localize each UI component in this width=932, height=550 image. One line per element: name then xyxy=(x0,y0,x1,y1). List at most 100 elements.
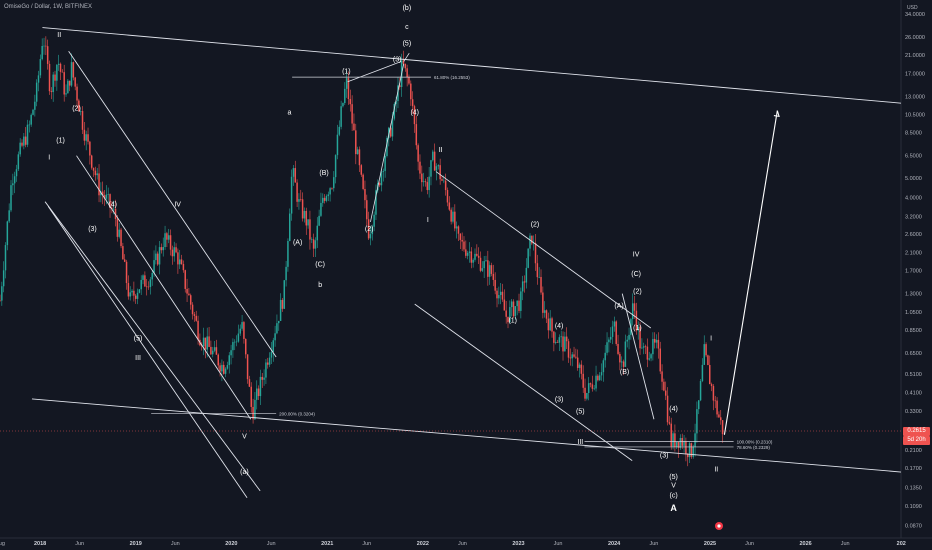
candle-body xyxy=(263,377,265,380)
candle-body xyxy=(441,179,443,181)
candle-body xyxy=(50,91,53,93)
candle-body xyxy=(538,276,540,278)
y-tick-label: 1.0500 xyxy=(905,310,922,316)
x-tick-label: Jun xyxy=(745,541,754,547)
candle-body xyxy=(707,355,709,365)
candle-body xyxy=(278,320,280,324)
candle-body xyxy=(639,326,641,349)
candle-body xyxy=(505,310,507,317)
candle-body xyxy=(287,240,289,267)
wave-label: V xyxy=(242,433,247,440)
candle-body xyxy=(536,263,539,278)
wave-label: (4) xyxy=(669,406,678,413)
candle-body xyxy=(307,219,309,226)
candle-body xyxy=(690,443,693,457)
candle-body xyxy=(586,393,588,399)
candle-body xyxy=(587,383,590,394)
candle-body xyxy=(663,381,665,391)
wave-connector xyxy=(370,63,405,223)
candle-body xyxy=(235,341,238,343)
candle-body xyxy=(15,169,18,177)
candle-body xyxy=(468,251,471,253)
candle-body xyxy=(138,289,141,293)
candle-body xyxy=(342,103,344,107)
y-tick-label: 5.0000 xyxy=(905,176,922,182)
candle-body xyxy=(542,292,544,313)
candle-body xyxy=(149,279,152,287)
candle-body xyxy=(312,239,315,249)
wave-label: IV xyxy=(174,201,181,208)
candle-body xyxy=(122,246,124,260)
wave-label: (3) xyxy=(88,226,97,233)
candle-body xyxy=(380,171,383,186)
candle-body xyxy=(404,63,407,69)
candle-body xyxy=(648,358,650,360)
candle-body xyxy=(652,338,654,355)
candle-body xyxy=(421,173,423,183)
candle-body xyxy=(290,176,293,214)
y-tick-label: 26.0000 xyxy=(905,35,925,41)
candle-body xyxy=(116,218,119,237)
candle-body xyxy=(133,290,135,296)
candle-body xyxy=(494,279,496,291)
candle-body xyxy=(309,219,311,240)
channel-line xyxy=(414,303,633,462)
candle-body xyxy=(158,247,161,265)
candle-body xyxy=(351,104,353,124)
candle-body xyxy=(655,339,658,343)
y-tick-label: 6.5000 xyxy=(905,154,922,160)
channel-line xyxy=(42,27,902,104)
candle-body xyxy=(355,130,357,155)
candle-body xyxy=(424,181,427,183)
wave-label: (3) xyxy=(393,57,402,64)
candle-body xyxy=(103,195,106,199)
channel-line xyxy=(621,293,655,420)
candle-body xyxy=(492,273,495,280)
wave-label: (B) xyxy=(319,170,328,177)
candle-body xyxy=(487,260,489,277)
wave-label: II xyxy=(714,466,718,473)
candle-body xyxy=(41,45,43,60)
candle-body xyxy=(129,292,131,297)
candle-body xyxy=(560,336,562,338)
candle-body xyxy=(167,235,170,240)
y-tick-label: 17.0000 xyxy=(905,71,925,77)
candle-body xyxy=(358,149,361,166)
candle-body xyxy=(256,388,258,400)
wave-label: (4) xyxy=(410,110,419,117)
candle-body xyxy=(281,299,284,309)
wave-label: a xyxy=(288,110,292,117)
candle-body xyxy=(646,346,649,360)
candle-body xyxy=(613,321,616,327)
candle-body xyxy=(382,170,385,172)
candle-body xyxy=(576,357,579,368)
y-tick-label: 2.1000 xyxy=(905,250,922,256)
candle-body xyxy=(604,352,606,361)
x-tick-label: 2024 xyxy=(608,541,621,547)
wave-label: (C) xyxy=(631,271,641,278)
candle-body xyxy=(45,45,47,47)
candle-body xyxy=(360,165,363,175)
candle-body xyxy=(184,270,186,289)
candle-body xyxy=(318,215,320,226)
y-tick-label: 0.8500 xyxy=(905,328,922,334)
wave-label: (5) xyxy=(134,336,143,343)
candle-body xyxy=(134,295,137,299)
candle-body xyxy=(503,299,506,311)
candle-body xyxy=(230,350,232,356)
candle-body xyxy=(166,233,168,240)
candle-body xyxy=(189,295,192,305)
candle-body xyxy=(89,141,91,156)
candle-body xyxy=(514,306,517,317)
y-tick-label: 13.0000 xyxy=(905,94,925,100)
wave-label: (4) xyxy=(555,323,564,330)
wave-label: (b) xyxy=(403,5,412,12)
candle-body xyxy=(35,82,38,102)
candle-body xyxy=(543,310,546,313)
candle-body xyxy=(470,251,473,263)
candle-body xyxy=(408,77,410,84)
candle-body xyxy=(419,161,421,174)
candle-body xyxy=(626,339,628,342)
